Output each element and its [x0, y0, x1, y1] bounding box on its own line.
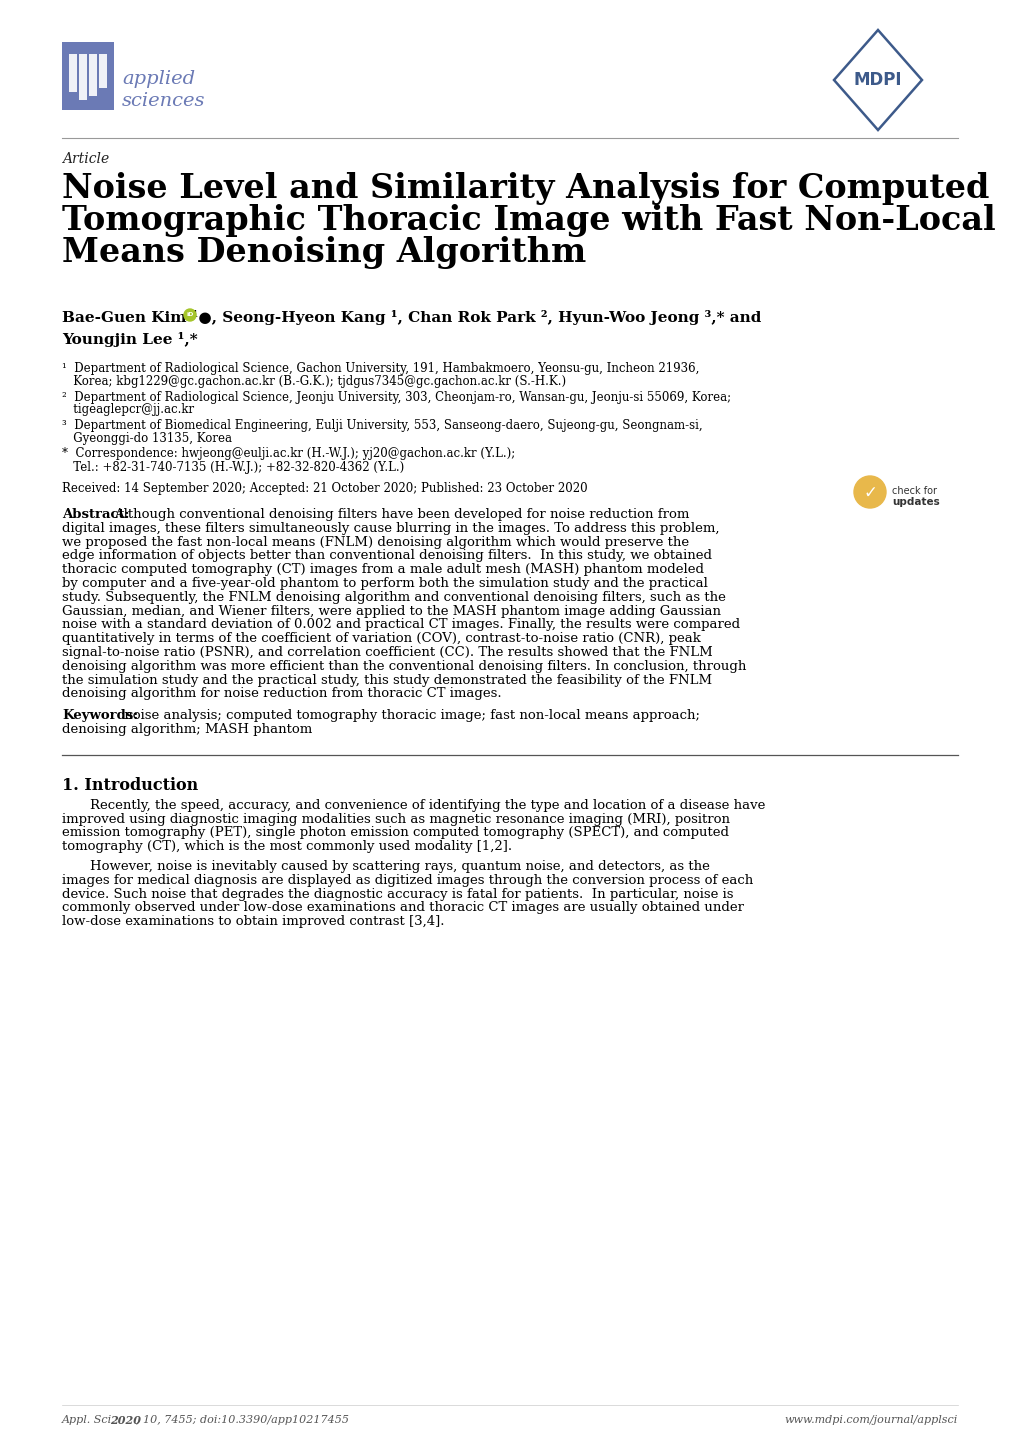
Text: digital images, these filters simultaneously cause blurring in the images. To ad: digital images, these filters simultaneo… — [62, 522, 718, 535]
Text: the simulation study and the practical study, this study demonstrated the feasib: the simulation study and the practical s… — [62, 673, 711, 686]
Text: tigeaglepcr@jj.ac.kr: tigeaglepcr@jj.ac.kr — [62, 404, 194, 417]
Text: Abstract:: Abstract: — [62, 508, 129, 521]
Text: Although conventional denoising filters have been developed for noise reduction : Although conventional denoising filters … — [114, 508, 689, 521]
Text: applied: applied — [122, 71, 195, 88]
Text: Article: Article — [62, 151, 109, 166]
Text: denoising algorithm was more efficient than the conventional denoising filters. : denoising algorithm was more efficient t… — [62, 660, 746, 673]
Text: Noise Level and Similarity Analysis for Computed: Noise Level and Similarity Analysis for … — [62, 172, 988, 205]
Text: Appl. Sci.: Appl. Sci. — [62, 1415, 119, 1425]
Text: ²  Department of Radiological Science, Jeonju University, 303, Cheonjam-ro, Wans: ² Department of Radiological Science, Je… — [62, 391, 731, 404]
Text: 1. Introduction: 1. Introduction — [62, 777, 198, 793]
Text: thoracic computed tomography (CT) images from a male adult mesh (MASH) phantom m: thoracic computed tomography (CT) images… — [62, 564, 703, 577]
FancyBboxPatch shape — [78, 53, 87, 99]
Text: Gaussian, median, and Wiener filters, were applied to the MASH phantom image add: Gaussian, median, and Wiener filters, we… — [62, 604, 720, 617]
Text: study. Subsequently, the FNLM denoising algorithm and conventional denoising fil: study. Subsequently, the FNLM denoising … — [62, 591, 726, 604]
Text: quantitatively in terms of the coefficient of variation (COV), contrast-to-noise: quantitatively in terms of the coefficie… — [62, 632, 700, 645]
Circle shape — [853, 476, 886, 508]
Text: However, noise is inevitably caused by scattering rays, quantum noise, and detec: However, noise is inevitably caused by s… — [90, 859, 709, 872]
FancyBboxPatch shape — [99, 53, 107, 88]
Text: Gyeonggi-do 13135, Korea: Gyeonggi-do 13135, Korea — [62, 433, 231, 446]
Text: ✓: ✓ — [862, 485, 876, 502]
Text: emission tomography (PET), single photon emission computed tomography (SPECT), a: emission tomography (PET), single photon… — [62, 826, 729, 839]
Text: Bae-Guen Kim ¹●, Seong-Hyeon Kang ¹, Chan Rok Park ², Hyun-Woo Jeong ³,* and: Bae-Guen Kim ¹●, Seong-Hyeon Kang ¹, Cha… — [62, 310, 760, 324]
Text: denoising algorithm; MASH phantom: denoising algorithm; MASH phantom — [62, 722, 312, 735]
Text: edge information of objects better than conventional denoising filters.  In this: edge information of objects better than … — [62, 549, 711, 562]
Text: images for medical diagnosis are displayed as digitized images through the conve: images for medical diagnosis are display… — [62, 874, 752, 887]
Text: Received: 14 September 2020; Accepted: 21 October 2020; Published: 23 October 20: Received: 14 September 2020; Accepted: 2… — [62, 482, 587, 495]
Text: check for: check for — [892, 486, 936, 496]
FancyBboxPatch shape — [69, 53, 76, 92]
Text: , 10, 7455; doi:10.3390/app10217455: , 10, 7455; doi:10.3390/app10217455 — [136, 1415, 348, 1425]
Text: Tel.: +82-31-740-7135 (H.-W.J.); +82-32-820-4362 (Y.L.): Tel.: +82-31-740-7135 (H.-W.J.); +82-32-… — [62, 460, 404, 473]
Text: Tomographic Thoracic Image with Fast Non-Local: Tomographic Thoracic Image with Fast Non… — [62, 203, 995, 236]
Polygon shape — [834, 30, 921, 130]
Text: ³  Department of Biomedical Engineering, Eulji University, 553, Sanseong-daero, : ³ Department of Biomedical Engineering, … — [62, 420, 702, 433]
Text: tomography (CT), which is the most commonly used modality [1,2].: tomography (CT), which is the most commo… — [62, 841, 512, 854]
Text: commonly observed under low-dose examinations and thoracic CT images are usually: commonly observed under low-dose examina… — [62, 901, 743, 914]
Circle shape — [183, 309, 196, 322]
Text: MDPI: MDPI — [853, 71, 902, 89]
Text: denoising algorithm for noise reduction from thoracic CT images.: denoising algorithm for noise reduction … — [62, 688, 501, 701]
Text: improved using diagnostic imaging modalities such as magnetic resonance imaging : improved using diagnostic imaging modali… — [62, 813, 730, 826]
Text: sciences: sciences — [122, 92, 205, 110]
Text: by computer and a five-year-old phantom to perform both the simulation study and: by computer and a five-year-old phantom … — [62, 577, 707, 590]
Text: *  Correspondence: hwjeong@eulji.ac.kr (H.-W.J.); yj20@gachon.ac.kr (Y.L.);: * Correspondence: hwjeong@eulji.ac.kr (H… — [62, 447, 515, 460]
Text: signal-to-noise ratio (PSNR), and correlation coefficient (CC). The results show: signal-to-noise ratio (PSNR), and correl… — [62, 646, 712, 659]
Text: Keywords:: Keywords: — [62, 709, 139, 722]
Text: Means Denoising Algorithm: Means Denoising Algorithm — [62, 236, 586, 270]
Text: iD: iD — [186, 313, 194, 317]
Text: 2020: 2020 — [110, 1415, 141, 1426]
FancyBboxPatch shape — [62, 42, 114, 110]
Text: noise analysis; computed tomography thoracic image; fast non-local means approac: noise analysis; computed tomography thor… — [120, 709, 699, 722]
Text: ¹  Department of Radiological Science, Gachon University, 191, Hambakmoero, Yeon: ¹ Department of Radiological Science, Ga… — [62, 362, 699, 375]
Text: we proposed the fast non-local means (FNLM) denoising algorithm which would pres: we proposed the fast non-local means (FN… — [62, 535, 689, 548]
Text: noise with a standard deviation of 0.002 and practical CT images. Finally, the r: noise with a standard deviation of 0.002… — [62, 619, 740, 632]
FancyBboxPatch shape — [89, 53, 97, 97]
Text: Recently, the speed, accuracy, and convenience of identifying the type and locat: Recently, the speed, accuracy, and conve… — [90, 799, 764, 812]
Text: Youngjin Lee ¹,*: Youngjin Lee ¹,* — [62, 332, 198, 348]
Text: updates: updates — [892, 497, 938, 508]
Text: device. Such noise that degrades the diagnostic accuracy is fatal for patients. : device. Such noise that degrades the dia… — [62, 888, 733, 901]
Text: Korea; kbg1229@gc.gachon.ac.kr (B.-G.K.); tjdgus7345@gc.gachon.ac.kr (S.-H.K.): Korea; kbg1229@gc.gachon.ac.kr (B.-G.K.)… — [62, 375, 566, 388]
Text: low-dose examinations to obtain improved contrast [3,4].: low-dose examinations to obtain improved… — [62, 916, 444, 929]
Text: www.mdpi.com/journal/applsci: www.mdpi.com/journal/applsci — [784, 1415, 957, 1425]
